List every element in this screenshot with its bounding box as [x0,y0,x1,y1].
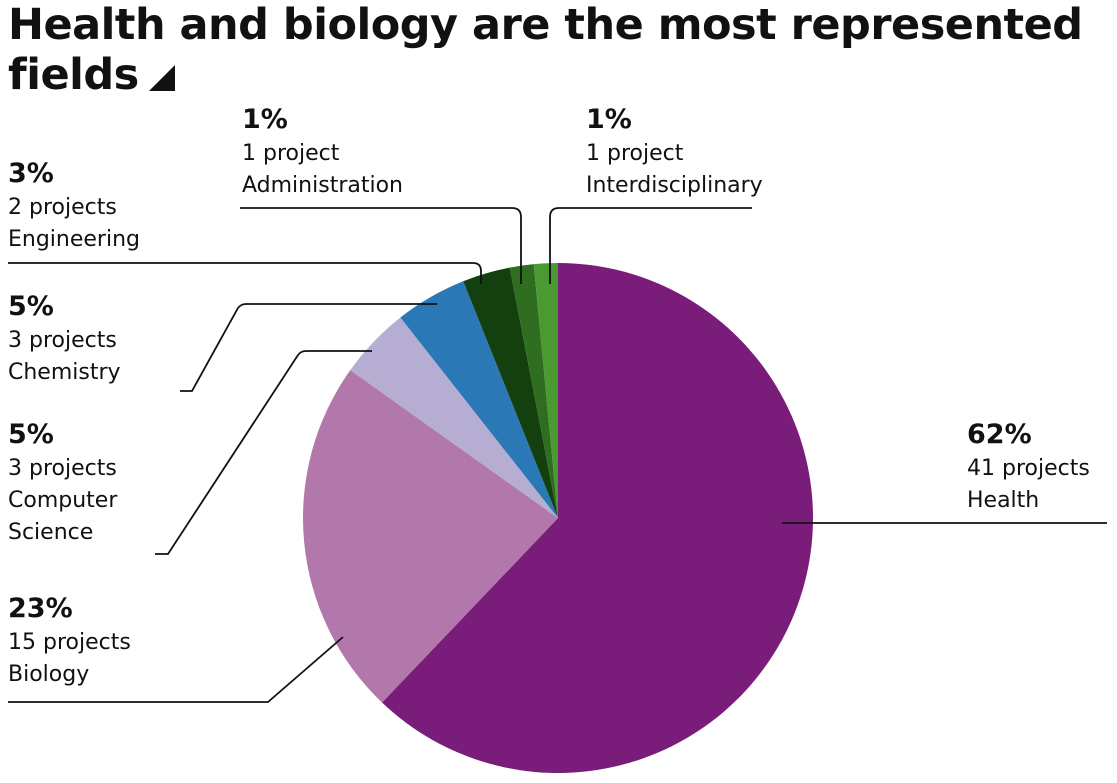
label-health: 62% 41 projects Health [967,417,1090,517]
percent: 1% [242,104,288,135]
leader-line-computer-science [155,350,372,555]
projects: 1 project [586,141,684,166]
projects: 3 projects [8,328,117,353]
leader-lines [8,207,1107,703]
projects: 3 projects [8,456,117,481]
label-interdisciplinary: 1% 1 project Interdisciplinary [586,102,763,202]
label-computer-science: 5% 3 projects Computer Science [8,417,148,549]
leader-line-engineering [8,262,482,284]
field: Engineering [8,227,140,252]
leader-line-interdisciplinary [549,207,752,284]
field: Health [967,488,1040,513]
label-chemistry: 5% 3 projects Chemistry [8,289,121,389]
slice-administration [509,264,558,518]
projects: 2 projects [8,195,117,220]
title-text: Health and biology are the most represen… [8,0,1083,100]
projects: 1 project [242,141,340,166]
percent: 23% [8,593,73,624]
label-engineering: 3% 2 projects Engineering [8,156,140,256]
percent: 1% [586,104,632,135]
field: Biology [8,662,90,687]
field: Interdisciplinary [586,173,763,198]
slice-engineering [463,267,558,518]
chart-title: Health and biology are the most represen… [8,0,1108,100]
leader-line-administration [240,207,522,284]
percent: 5% [8,291,54,322]
slice-computer-science [350,317,558,518]
field: Administration [242,173,403,198]
label-administration: 1% 1 project Administration [242,102,403,202]
leader-line-chemistry [180,303,437,392]
triangle-icon [148,65,175,91]
slice-interdisciplinary [533,263,558,518]
projects: 41 projects [967,456,1090,481]
field: Computer Science [8,488,118,545]
slice-health [382,263,813,774]
percent: 62% [967,419,1032,450]
percent: 5% [8,419,54,450]
percent: 3% [8,158,54,189]
projects: 15 projects [8,630,131,655]
slice-biology [302,370,558,703]
field: Chemistry [8,360,121,385]
label-biology: 23% 15 projects Biology [8,591,131,691]
leader-line-biology [8,636,344,703]
slice-chemistry [400,281,558,518]
